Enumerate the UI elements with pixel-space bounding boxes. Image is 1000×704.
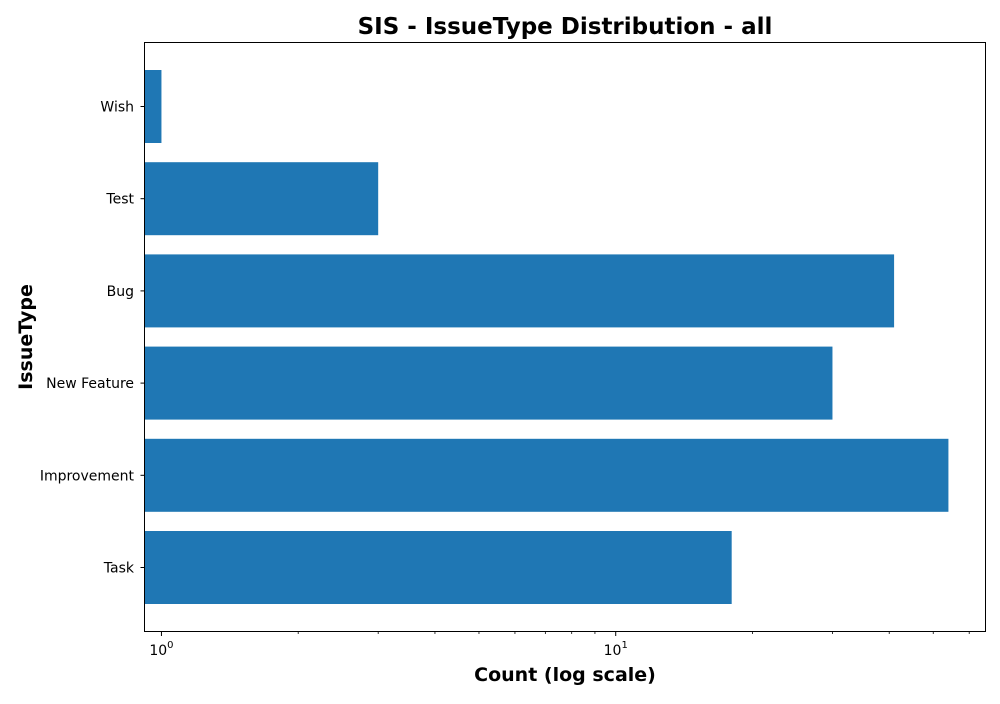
y-axis-label: IssueType (15, 284, 37, 390)
y-tick-label-test: Test (105, 192, 134, 208)
bar-new-feature (145, 347, 832, 420)
bar-improvement (145, 439, 948, 512)
x-tick-label-1: 101 (604, 640, 628, 659)
chart-title: SIS - IssueType Distribution - all (358, 14, 773, 40)
bars-layer (145, 70, 948, 604)
bar-task (145, 531, 732, 604)
bar-test (145, 162, 378, 235)
y-tick-label-task: Task (103, 561, 135, 577)
x-tick-label-0: 100 (149, 640, 173, 659)
y-tick-label-improvement: Improvement (40, 468, 135, 484)
y-tick-label-new-feature: New Feature (46, 376, 134, 392)
bar-wish (145, 70, 161, 143)
bar-bug (145, 254, 894, 327)
x-axis: 100 101 (149, 631, 969, 659)
y-tick-label-bug: Bug (107, 284, 134, 300)
y-tick-label-wish: Wish (100, 100, 134, 116)
y-axis: Task Improvement New Feature Bug Test Wish (40, 100, 145, 577)
x-axis-label: Count (log scale) (474, 664, 656, 686)
